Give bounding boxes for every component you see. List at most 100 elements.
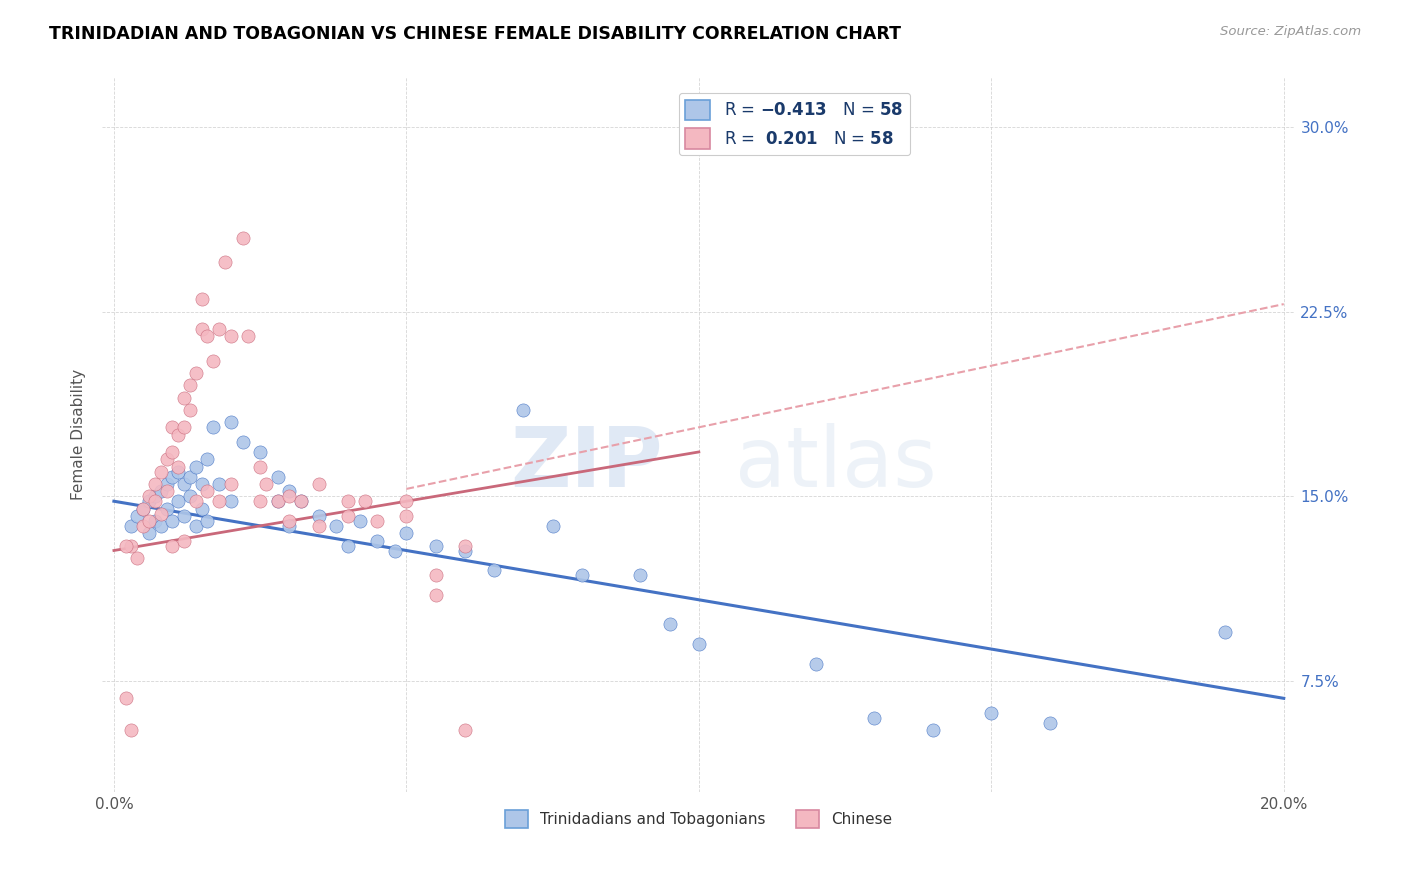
- Point: [336, 539, 359, 553]
- Point: [308, 519, 330, 533]
- Point: [167, 427, 190, 442]
- Point: [167, 459, 190, 474]
- Point: [197, 484, 219, 499]
- Point: [1213, 624, 1236, 639]
- Point: [349, 514, 371, 528]
- Point: [863, 711, 886, 725]
- Point: [127, 508, 149, 523]
- Point: [179, 469, 201, 483]
- Point: [143, 477, 166, 491]
- Point: [238, 329, 260, 343]
- Point: [290, 494, 312, 508]
- Point: [162, 445, 184, 459]
- Point: [482, 563, 505, 577]
- Point: [155, 484, 177, 499]
- Point: [197, 452, 219, 467]
- Point: [214, 255, 236, 269]
- Point: [208, 494, 231, 508]
- Point: [190, 292, 212, 306]
- Point: [278, 519, 301, 533]
- Point: [155, 477, 177, 491]
- Point: [179, 378, 201, 392]
- Point: [267, 494, 290, 508]
- Point: [541, 519, 564, 533]
- Point: [184, 519, 207, 533]
- Point: [202, 420, 225, 434]
- Point: [138, 494, 160, 508]
- Point: [143, 494, 166, 508]
- Point: [249, 459, 271, 474]
- Point: [173, 508, 195, 523]
- Text: TRINIDADIAN AND TOBAGONIAN VS CHINESE FEMALE DISABILITY CORRELATION CHART: TRINIDADIAN AND TOBAGONIAN VS CHINESE FE…: [49, 25, 901, 43]
- Point: [202, 353, 225, 368]
- Point: [425, 568, 447, 582]
- Point: [143, 489, 166, 503]
- Point: [127, 550, 149, 565]
- Point: [278, 514, 301, 528]
- Point: [155, 452, 177, 467]
- Point: [232, 230, 254, 244]
- Point: [190, 501, 212, 516]
- Point: [267, 469, 290, 483]
- Point: [425, 588, 447, 602]
- Point: [149, 507, 172, 521]
- Text: Source: ZipAtlas.com: Source: ZipAtlas.com: [1220, 25, 1361, 38]
- Point: [395, 526, 418, 541]
- Point: [162, 539, 184, 553]
- Point: [149, 519, 172, 533]
- Point: [184, 459, 207, 474]
- Point: [308, 508, 330, 523]
- Text: atlas: atlas: [734, 423, 936, 504]
- Point: [366, 533, 388, 548]
- Point: [155, 501, 177, 516]
- Point: [167, 494, 190, 508]
- Text: ZIP: ZIP: [510, 423, 664, 504]
- Point: [120, 723, 142, 738]
- Point: [232, 435, 254, 450]
- Point: [162, 514, 184, 528]
- Point: [354, 494, 377, 508]
- Point: [395, 508, 418, 523]
- Point: [114, 539, 136, 553]
- Point: [267, 494, 290, 508]
- Point: [688, 637, 710, 651]
- Point: [454, 723, 477, 738]
- Point: [138, 526, 160, 541]
- Point: [179, 403, 201, 417]
- Legend: Trinidadians and Tobagonians, Chinese: Trinidadians and Tobagonians, Chinese: [499, 804, 898, 834]
- Y-axis label: Female Disability: Female Disability: [72, 369, 86, 500]
- Point: [120, 519, 142, 533]
- Point: [173, 391, 195, 405]
- Point: [336, 494, 359, 508]
- Point: [179, 489, 201, 503]
- Point: [278, 484, 301, 499]
- Point: [308, 477, 330, 491]
- Point: [804, 657, 827, 671]
- Point: [138, 489, 160, 503]
- Point: [249, 494, 271, 508]
- Point: [132, 501, 155, 516]
- Point: [197, 329, 219, 343]
- Point: [980, 706, 1002, 720]
- Point: [208, 477, 231, 491]
- Point: [219, 416, 242, 430]
- Point: [173, 477, 195, 491]
- Point: [173, 533, 195, 548]
- Point: [395, 494, 418, 508]
- Point: [219, 477, 242, 491]
- Point: [425, 539, 447, 553]
- Point: [366, 514, 388, 528]
- Point: [571, 568, 593, 582]
- Point: [921, 723, 943, 738]
- Point: [1039, 716, 1062, 731]
- Point: [149, 484, 172, 499]
- Point: [290, 494, 312, 508]
- Point: [167, 465, 190, 479]
- Point: [254, 477, 277, 491]
- Point: [114, 691, 136, 706]
- Point: [454, 543, 477, 558]
- Point: [278, 489, 301, 503]
- Point: [208, 322, 231, 336]
- Point: [658, 617, 681, 632]
- Point: [184, 494, 207, 508]
